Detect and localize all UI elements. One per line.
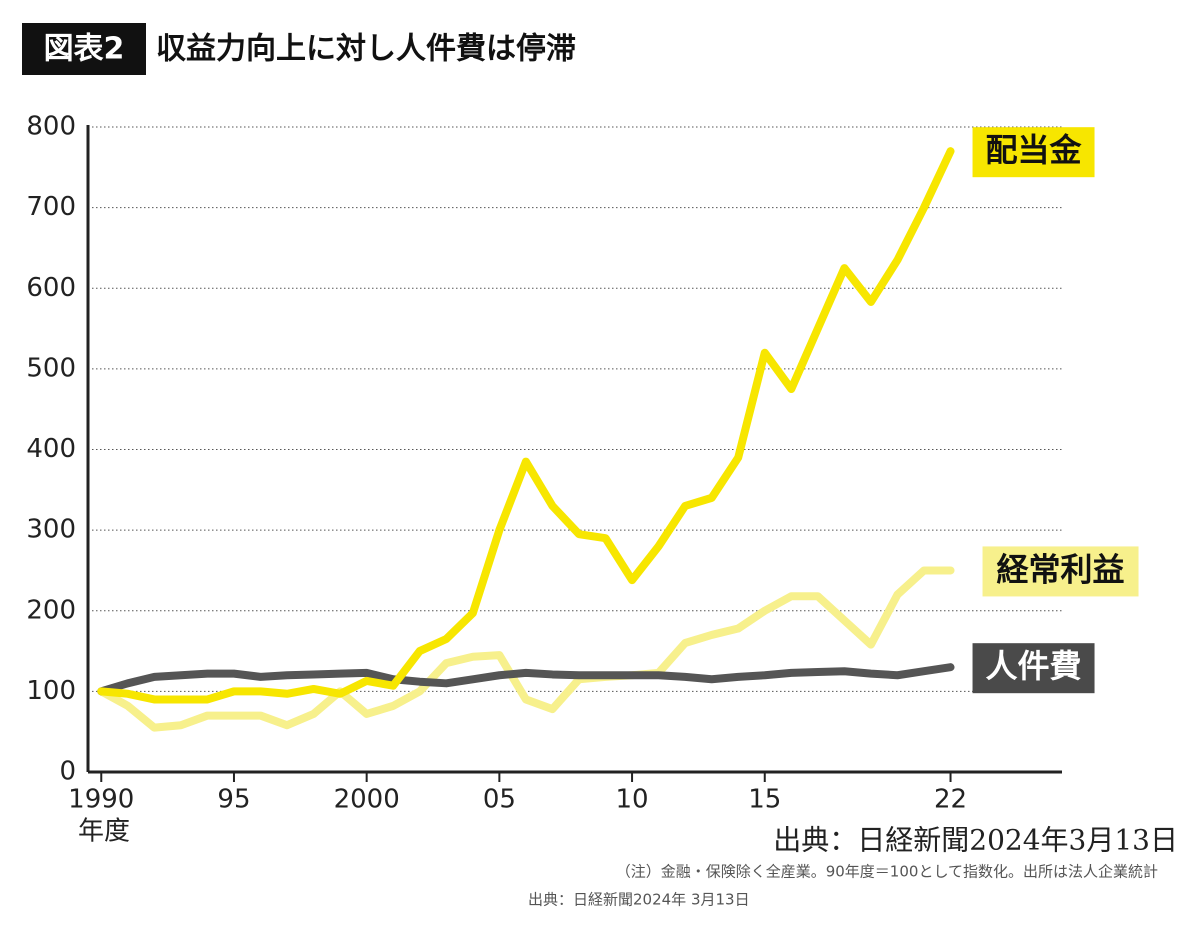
legend-label: 人件費: [986, 647, 1082, 685]
legend-box: [982, 546, 1139, 597]
x-tick-label: 05: [483, 785, 516, 815]
x-tick-label: 15: [748, 785, 781, 815]
y-tick-label: 100: [26, 676, 76, 706]
title-badge: 図表2: [44, 32, 125, 67]
source: 出典：日経新聞2024年3月13日: [773, 824, 1178, 857]
series-line: [97, 663, 955, 696]
y-tick-label: 400: [26, 434, 76, 464]
y-tick-label: 600: [26, 273, 76, 303]
x-tick-label: 10: [616, 785, 649, 815]
series-line: [97, 147, 955, 704]
x-tick-label: 2000: [334, 785, 400, 815]
series-line: [97, 566, 955, 732]
x-tick-label: 1990: [68, 785, 134, 815]
legend-label: 経常利益: [997, 550, 1125, 588]
y-tick-label: 300: [26, 515, 76, 545]
x-axis-label: 年度: [78, 817, 130, 847]
x-tick-label: 22: [934, 785, 967, 815]
x-tick-label: 95: [217, 785, 250, 815]
legend-box: [972, 127, 1095, 178]
source-small: 出典：日経新聞2024年 3月13日: [528, 891, 750, 909]
y-tick-label: 0: [59, 757, 76, 787]
y-tick-label: 700: [26, 192, 76, 222]
note: （注）金融・保険除く全産業。90年度＝100として指数化。出所は法人企業統計: [616, 863, 1158, 881]
y-tick-label: 500: [26, 353, 76, 383]
title-badge-box: [22, 23, 146, 75]
chart-title: 収益力向上に対し人件費は停滞: [156, 32, 576, 67]
y-tick-label: 200: [26, 595, 76, 625]
legend-label: 配当金: [986, 131, 1083, 169]
legend-box: [972, 643, 1095, 694]
y-tick-label: 800: [26, 112, 76, 142]
